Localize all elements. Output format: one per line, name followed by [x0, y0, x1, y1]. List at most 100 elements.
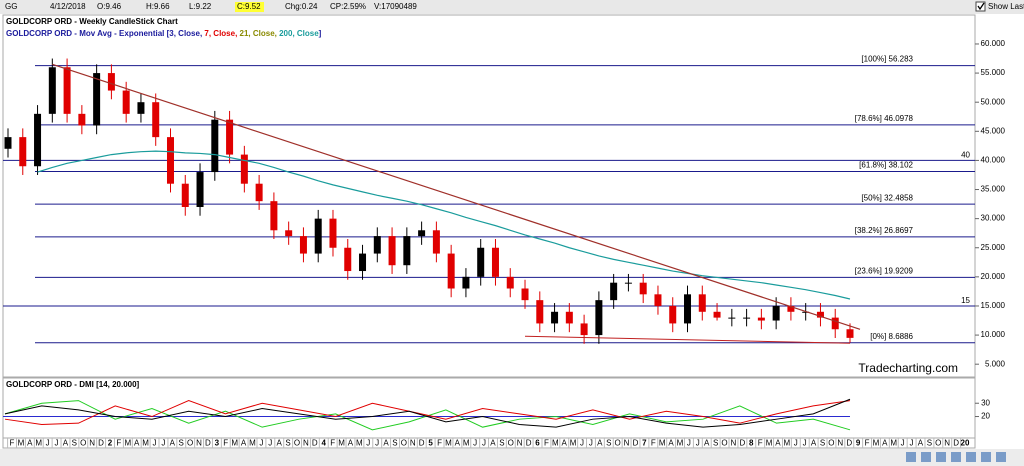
candle-body: [19, 137, 27, 167]
checkmark: [977, 2, 985, 11]
x-tick-label: 4: [322, 439, 327, 448]
show-last-label[interactable]: Show Last: [988, 2, 1024, 11]
toolbar-icons: [906, 452, 1006, 462]
y-tick-label: 60.000: [981, 39, 1006, 48]
price-line-label: 40: [961, 151, 970, 160]
x-tick-label: A: [918, 439, 924, 448]
x-tick-label: N: [303, 439, 309, 448]
x-tick-label: A: [490, 439, 496, 448]
low: L:9.22: [189, 2, 212, 11]
candle-body: [63, 67, 71, 114]
x-tick-label: A: [811, 439, 817, 448]
y-tick-label: 55.000: [981, 68, 1006, 77]
x-tick-label: A: [562, 439, 568, 448]
x-tick-label: F: [651, 439, 656, 448]
dmi-panel: [2, 377, 976, 439]
x-tick-label: O: [187, 439, 193, 448]
x-tick-label: D: [846, 439, 852, 448]
x-tick-label: S: [927, 439, 932, 448]
support-line: [525, 335, 851, 344]
x-tick-label: A: [597, 439, 603, 448]
x-tick-label: S: [606, 439, 611, 448]
tool-icon[interactable]: [966, 452, 976, 462]
x-tick-label: A: [170, 439, 176, 448]
candle-body: [299, 236, 307, 254]
candle-body: [536, 300, 544, 324]
fib-label: [78.6%] 46.0978: [855, 114, 914, 123]
x-tick-label: N: [410, 439, 416, 448]
y-tick-label: 10.000: [981, 330, 1006, 339]
x-tick-label: S: [820, 439, 825, 448]
x-tick-label: A: [348, 439, 354, 448]
candle-body: [4, 137, 12, 149]
candle-body: [344, 247, 352, 272]
watermark: Tradecharting.com: [858, 361, 958, 375]
candle-body: [373, 236, 381, 254]
candle-body: [196, 172, 204, 207]
price-panel: [2, 14, 976, 378]
x-tick-label: M: [552, 439, 559, 448]
tool-icon[interactable]: [936, 452, 946, 462]
x-tick-label: 6: [535, 439, 540, 448]
dmi-title: GOLDCORP ORD - DMI [14, 20.000]: [6, 380, 140, 389]
x-tick-label: S: [72, 439, 77, 448]
x-tick-label: S: [179, 439, 184, 448]
candle-body: [477, 247, 485, 277]
candle-body: [329, 218, 337, 248]
tool-icon[interactable]: [951, 452, 961, 462]
subtitle-part: 7, Close,: [204, 29, 239, 38]
dmi-line: [4, 400, 851, 431]
subtitle-part: 200, Close: [279, 29, 319, 38]
x-tick-label: J: [580, 439, 584, 448]
x-tick-label: J: [589, 439, 593, 448]
x-tick-label: D: [633, 439, 639, 448]
candle-body: [418, 230, 426, 237]
x-tick-label: A: [27, 439, 33, 448]
x-tick-label: M: [249, 439, 256, 448]
candle-body: [698, 294, 706, 312]
x-tick-label: M: [18, 439, 25, 448]
candle-body: [521, 288, 529, 301]
x-tick-label: F: [10, 439, 15, 448]
x-tick-label: A: [775, 439, 781, 448]
tool-icon[interactable]: [981, 452, 991, 462]
x-tick-label: A: [383, 439, 389, 448]
candle-body: [846, 329, 854, 338]
x-tick-label: M: [677, 439, 684, 448]
candle-body: [787, 305, 795, 312]
fib-label: [23.6%] 19.9209: [855, 266, 914, 275]
tool-icon[interactable]: [921, 452, 931, 462]
x-tick-label: J: [901, 439, 905, 448]
x-tick-label: A: [882, 439, 888, 448]
x-tick-label: 2: [108, 439, 113, 448]
x-tick-label: N: [624, 439, 630, 448]
candle-body: [595, 300, 603, 336]
x-tick-label: O: [828, 439, 834, 448]
candle-body: [137, 102, 145, 114]
candle-body: [654, 294, 662, 306]
x-tick-label: J: [482, 439, 486, 448]
show-last-checkbox[interactable]: [975, 1, 986, 12]
candle-body: [610, 282, 618, 301]
date: 4/12/2018: [50, 2, 86, 11]
x-tick-label: M: [142, 439, 149, 448]
x-tick-label: A: [134, 439, 140, 448]
x-tick-label: M: [766, 439, 773, 448]
x-tick-label: M: [873, 439, 880, 448]
x-tick-label: 7: [642, 439, 647, 448]
x-tick-label: J: [375, 439, 379, 448]
tool-icon[interactable]: [906, 452, 916, 462]
x-tick-label: O: [615, 439, 621, 448]
x-tick-label: D: [526, 439, 532, 448]
open: O:9.46: [97, 2, 122, 11]
fib-label: [0%] 8.6886: [870, 332, 913, 341]
y-tick-label: 50.000: [981, 97, 1006, 106]
x-tick-label: M: [338, 439, 345, 448]
tool-icon[interactable]: [996, 452, 1006, 462]
candle-body: [757, 317, 765, 321]
x-tick-label: J: [794, 439, 798, 448]
x-tick-label: 3: [215, 439, 220, 448]
candle-body: [447, 253, 455, 289]
